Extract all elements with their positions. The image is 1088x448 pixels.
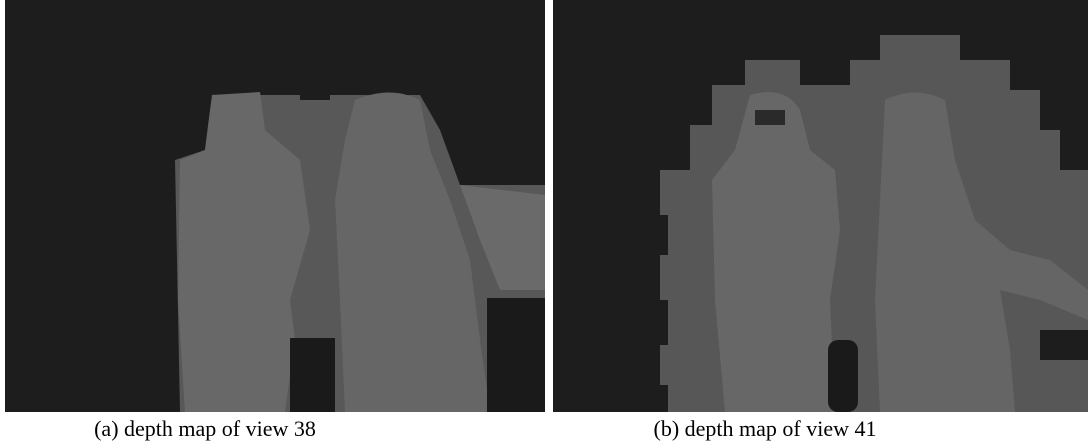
caption-a: (a) depth map of view 38	[0, 414, 475, 444]
figure: (a) depth map of view 38 (b) depth map o…	[0, 0, 1088, 448]
caption-b: (b) depth map of view 41	[495, 414, 1035, 444]
depth-map-a	[5, 0, 545, 412]
depth-map-b	[553, 0, 1088, 412]
depth-maps	[0, 0, 1088, 414]
